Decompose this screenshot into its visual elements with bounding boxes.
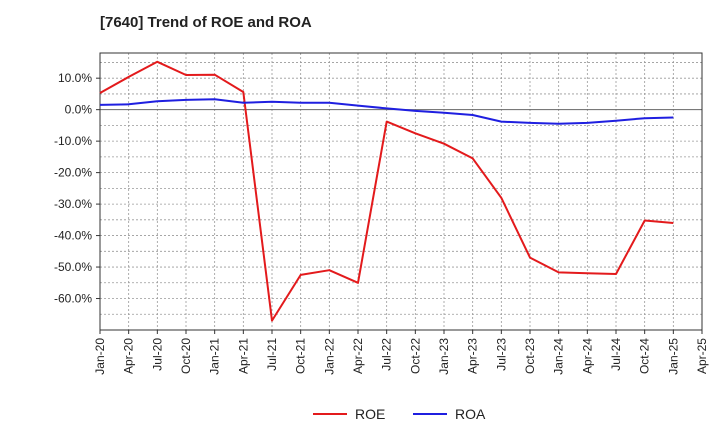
x-tick-label: Jul-20 xyxy=(150,338,164,371)
legend: ROE ROA xyxy=(313,406,486,422)
x-tick-label: Apr-25 xyxy=(695,338,709,374)
x-tick-label: Oct-24 xyxy=(638,338,652,374)
legend-label-roa: ROA xyxy=(455,406,486,422)
x-tick-label: Apr-21 xyxy=(236,338,250,374)
x-tick-label: Apr-22 xyxy=(351,338,365,374)
y-tick-label: -20.0% xyxy=(54,166,92,180)
y-tick-label: 10.0% xyxy=(58,71,92,85)
x-tick-label: Jan-22 xyxy=(322,338,336,375)
grid xyxy=(100,53,702,330)
x-tick-label: Oct-23 xyxy=(523,338,537,374)
plot-frame xyxy=(99,52,703,331)
axes: 10.0% 0.0% -10.0% -20.0% -30.0% -40.0% -50.0% -… xyxy=(54,52,709,375)
y-tick-label: -10.0% xyxy=(54,134,92,148)
x-tick-label: Oct-22 xyxy=(408,338,422,374)
y-tick-label: -60.0% xyxy=(54,292,92,306)
x-tick-label: Apr-23 xyxy=(466,338,480,374)
y-tick-label: -40.0% xyxy=(54,229,92,243)
x-tick-label: Oct-21 xyxy=(294,338,308,374)
x-tick-label: Jan-20 xyxy=(93,338,107,375)
y-tick-label: -50.0% xyxy=(54,260,92,274)
plot-area xyxy=(100,53,702,330)
x-tick-label: Jan-25 xyxy=(666,338,680,375)
series-lines xyxy=(99,60,674,322)
x-tick-label: Jul-22 xyxy=(380,338,394,371)
x-tick-label: Apr-24 xyxy=(580,338,594,374)
chart-title: [7640] Trend of ROE and ROA xyxy=(100,14,312,31)
x-tick-label: Jan-23 xyxy=(437,338,451,375)
legend-label-roe: ROE xyxy=(355,406,385,422)
x-tick-label: Jan-24 xyxy=(552,338,566,375)
y-tick-label: 0.0% xyxy=(65,103,93,117)
x-tick-label: Jul-24 xyxy=(609,338,623,371)
series-line-roe xyxy=(99,60,674,322)
y-tick-label: -30.0% xyxy=(54,197,92,211)
x-tick-label: Apr-20 xyxy=(122,338,136,374)
x-tick-label: Jul-21 xyxy=(265,338,279,371)
series-line-roa xyxy=(99,98,674,125)
x-tick-label: Jan-21 xyxy=(208,338,222,375)
x-tick-label: Jul-23 xyxy=(494,338,508,371)
x-tick-label: Oct-20 xyxy=(179,338,193,374)
